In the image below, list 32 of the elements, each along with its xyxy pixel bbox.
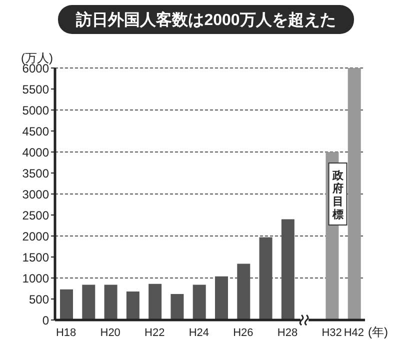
- chart-title: 訪日外国人客数は2000万人を超えた: [75, 10, 336, 29]
- x-axis-title: (年): [368, 325, 388, 339]
- y-tick-label: 4000: [22, 145, 50, 160]
- bar: [60, 289, 73, 320]
- y-tick-label: 5500: [22, 82, 50, 96]
- x-tick-label: H32: [322, 326, 342, 339]
- bar: [192, 284, 206, 320]
- bar: [148, 284, 162, 320]
- y-tick-label: 2500: [22, 208, 50, 222]
- y-tick-label: 2000: [22, 229, 50, 244]
- y-tick-label: 0: [42, 313, 50, 328]
- x-tick-label: H26: [233, 326, 254, 339]
- bar: [170, 294, 184, 320]
- bar: [82, 284, 96, 320]
- x-tick-label: H18: [56, 326, 76, 339]
- x-tick-label: H24: [188, 326, 210, 339]
- x-tick-label: H28: [277, 326, 298, 339]
- y-tick-label: 4500: [22, 124, 50, 138]
- y-tick-label: 1000: [22, 271, 50, 286]
- y-tick-label: 5000: [22, 103, 50, 118]
- bar: [348, 68, 361, 320]
- bar: [126, 291, 140, 320]
- x-tick-label: H42: [344, 326, 364, 339]
- bar: [215, 276, 228, 320]
- y-tick-label: 3000: [22, 187, 50, 202]
- x-tick-label: H22: [144, 326, 165, 339]
- annotation: 政府目標: [331, 170, 344, 221]
- y-tick-label: 500: [28, 292, 50, 306]
- bar: [104, 284, 118, 320]
- y-tick-label: 3500: [22, 166, 50, 180]
- x-tick-label: H20: [100, 326, 120, 339]
- y-tick-label: 1500: [22, 250, 50, 264]
